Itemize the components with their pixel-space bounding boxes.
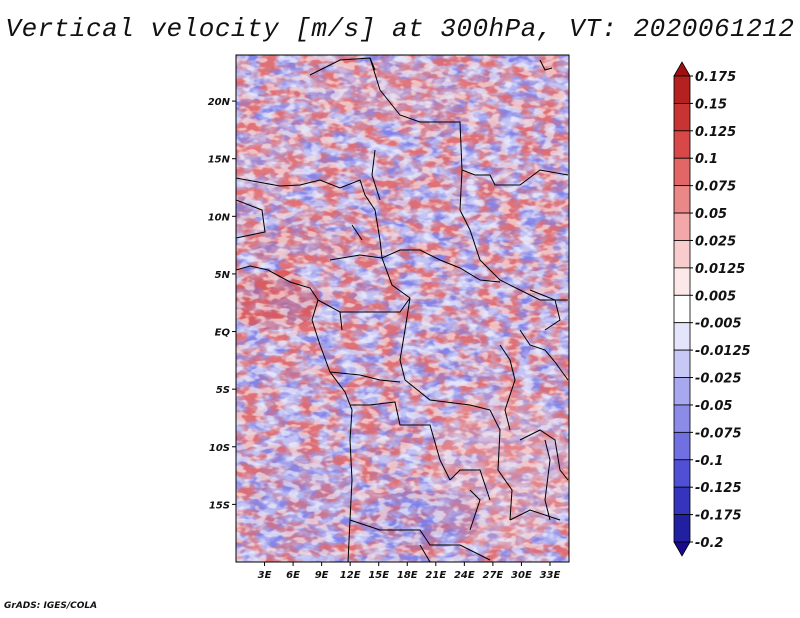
colorbar-label: -0.175 — [695, 509, 742, 524]
lat-tick-label: 10S — [209, 443, 230, 454]
longitude-axis: 3E 6E 9E 12E 15E 18E 21E 24E 27E 30E 33E — [258, 562, 561, 581]
colorbar-label: -0.005 — [695, 317, 742, 332]
colorbar-swatch — [673, 212, 691, 241]
colorbar-swatch — [673, 294, 691, 324]
lon-tick-label: 15E — [368, 570, 389, 581]
colorbar-label: 0.0125 — [695, 262, 745, 277]
lon-tick-label: 33E — [540, 570, 561, 581]
colorbar-swatch — [673, 377, 691, 406]
colorbar-swatch — [673, 185, 691, 214]
lon-tick-label: 30E — [511, 570, 532, 581]
lon-tick-label: 3E — [258, 570, 272, 581]
colorbar-label: -0.0125 — [695, 344, 751, 359]
lat-tick-label: 5S — [216, 385, 230, 396]
colorbar-label: 0.125 — [695, 125, 736, 140]
lat-tick-label: 15N — [208, 155, 231, 166]
chart-title: Vertical velocity [m/s] at 300hPa, VT: 2… — [5, 14, 795, 44]
lat-tick-label: 10N — [208, 212, 231, 223]
colorbar-label: 0.15 — [695, 97, 727, 112]
colorbar-swatch — [673, 486, 691, 515]
colorbar-swatch — [673, 404, 691, 433]
velocity-field — [236, 55, 569, 562]
lon-tick-label: 24E — [454, 570, 475, 581]
colorbar-label: 0.025 — [695, 234, 736, 249]
colorbar-swatch — [673, 459, 691, 488]
colorbar-swatch — [673, 514, 691, 543]
colorbar-label: -0.1 — [695, 454, 723, 469]
colorbar-label: -0.125 — [695, 481, 742, 496]
colorbar-swatch — [673, 431, 691, 461]
colorbar-label: 0.075 — [695, 180, 736, 195]
country-borders — [236, 57, 569, 562]
colorbar-swatch — [673, 267, 691, 296]
colorbar: 0.175 0.15 0.125 0.1 0.075 0.05 0.025 0.0125 0.0… — [673, 61, 751, 557]
lat-tick-label: 20N — [208, 97, 231, 108]
footer-credit: GrADS: IGES/COLA — [4, 601, 98, 611]
colorbar-label: -0.025 — [695, 372, 742, 387]
lat-tick-label: 15S — [209, 500, 230, 511]
colorbar-swatch — [673, 541, 691, 557]
colorbar-label: 0.175 — [695, 70, 736, 85]
lon-tick-label: 6E — [286, 570, 300, 581]
colorbar-swatch — [673, 240, 691, 269]
lon-tick-label: 9E — [315, 570, 329, 581]
colorbar-label: 0.05 — [695, 207, 727, 222]
lon-tick-label: 27E — [483, 570, 504, 581]
colorbar-swatch — [673, 103, 691, 132]
colorbar-label: -0.075 — [695, 426, 742, 441]
colorbar-swatch — [673, 61, 691, 77]
lon-tick-label: 18E — [397, 570, 418, 581]
colorbar-swatch — [673, 130, 691, 159]
colorbar-swatch — [673, 349, 691, 378]
colorbar-label: 0.005 — [695, 289, 736, 304]
colorbar-label: -0.05 — [695, 399, 732, 414]
colorbar-swatch — [673, 75, 691, 104]
lon-tick-label: 12E — [340, 570, 361, 581]
latitude-axis: 20N 15N 10N 5N EQ 5S 10S 15S — [208, 97, 236, 511]
colorbar-swatch — [673, 157, 691, 187]
lon-tick-label: 21E — [425, 570, 446, 581]
colorbar-swatch — [673, 322, 691, 351]
lat-tick-label: 5N — [215, 270, 231, 281]
colorbar-label: 0.1 — [695, 152, 718, 167]
map-frame — [235, 54, 570, 563]
lat-tick-label: EQ — [215, 328, 231, 339]
colorbar-label: -0.2 — [695, 536, 723, 551]
